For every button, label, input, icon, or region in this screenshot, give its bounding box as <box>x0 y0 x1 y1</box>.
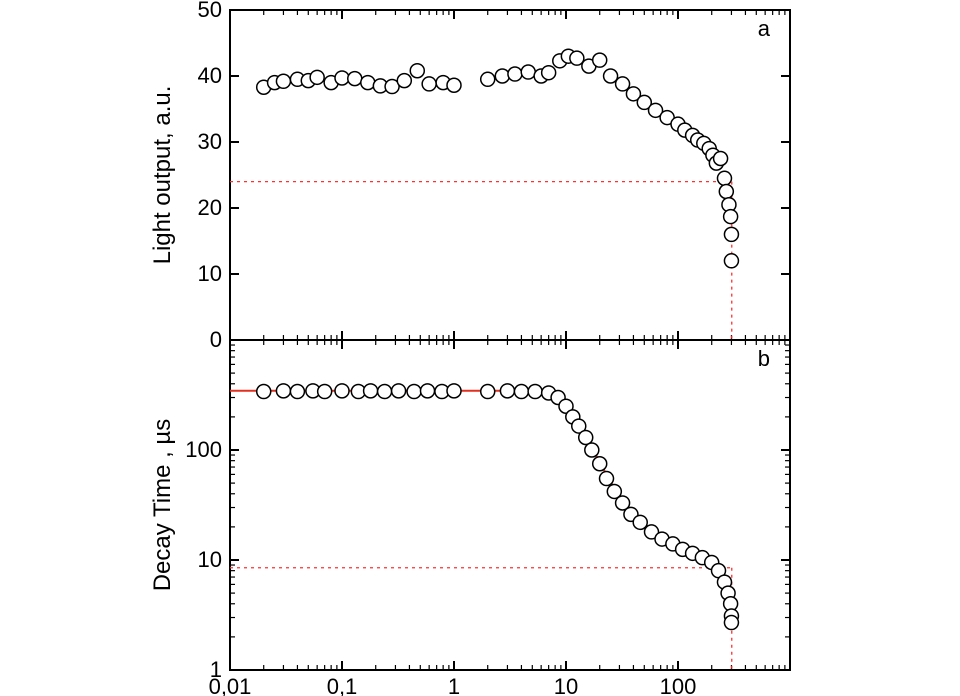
marker-a <box>422 77 436 91</box>
marker-b <box>364 384 378 398</box>
marker-a <box>410 64 424 78</box>
marker-a <box>719 185 733 199</box>
marker-a <box>447 78 461 92</box>
marker-b <box>318 385 332 399</box>
marker-b <box>257 385 271 399</box>
chart-svg: 0,010,1110100Temperature, K01020304050Li… <box>0 0 960 696</box>
y-axis-label-a: Light output, a.u. <box>149 86 176 265</box>
marker-b <box>481 385 495 399</box>
y-tick-label-a: 30 <box>198 129 222 154</box>
marker-b <box>633 515 647 529</box>
marker-a <box>724 254 738 268</box>
marker-b <box>335 384 349 398</box>
marker-a <box>724 227 738 241</box>
marker-a <box>616 77 630 91</box>
marker-a <box>593 53 607 67</box>
y-tick-label-b: 10 <box>198 547 222 572</box>
marker-a <box>361 76 375 90</box>
marker-a <box>495 69 509 83</box>
chart-stage: 0,010,1110100Temperature, K01020304050Li… <box>0 0 960 696</box>
y-tick-label-a: 0 <box>210 327 222 352</box>
marker-b <box>514 385 528 399</box>
y-tick-label-a: 10 <box>198 261 222 286</box>
marker-b <box>724 616 738 630</box>
marker-b <box>421 384 435 398</box>
marker-a <box>481 72 495 86</box>
marker-b <box>392 384 406 398</box>
marker-a <box>724 210 738 224</box>
marker-b <box>378 385 392 399</box>
marker-a <box>310 70 324 84</box>
marker-a <box>542 66 556 80</box>
panel-letter-b: b <box>758 346 770 371</box>
marker-b <box>600 472 614 486</box>
y-tick-label-b: 100 <box>185 437 222 462</box>
y-tick-label-b: 1 <box>210 657 222 682</box>
marker-a <box>717 171 731 185</box>
x-tick-label: 0,1 <box>327 674 358 696</box>
axes-frame <box>230 10 790 340</box>
marker-a <box>348 72 362 86</box>
fit-curve-b <box>230 391 731 625</box>
x-tick-label: 1 <box>448 674 460 696</box>
y-axis-label-b: Decay Time , µs <box>149 419 176 592</box>
marker-b <box>585 443 599 457</box>
marker-b <box>407 385 421 399</box>
y-tick-label-a: 40 <box>198 63 222 88</box>
marker-b <box>500 384 514 398</box>
x-tick-label: 10 <box>554 674 578 696</box>
marker-b <box>276 384 290 398</box>
marker-b <box>447 384 461 398</box>
marker-a <box>335 71 349 85</box>
panel-letter-a: a <box>758 16 771 41</box>
y-tick-label-a: 20 <box>198 195 222 220</box>
y-tick-label-a: 50 <box>198 0 222 22</box>
x-tick-label: 100 <box>660 674 697 696</box>
marker-a <box>276 74 290 88</box>
marker-a <box>508 67 522 81</box>
marker-b <box>290 385 304 399</box>
marker-b <box>593 457 607 471</box>
marker-a <box>714 152 728 166</box>
marker-a <box>521 65 535 79</box>
marker-a <box>397 74 411 88</box>
marker-b <box>528 385 542 399</box>
